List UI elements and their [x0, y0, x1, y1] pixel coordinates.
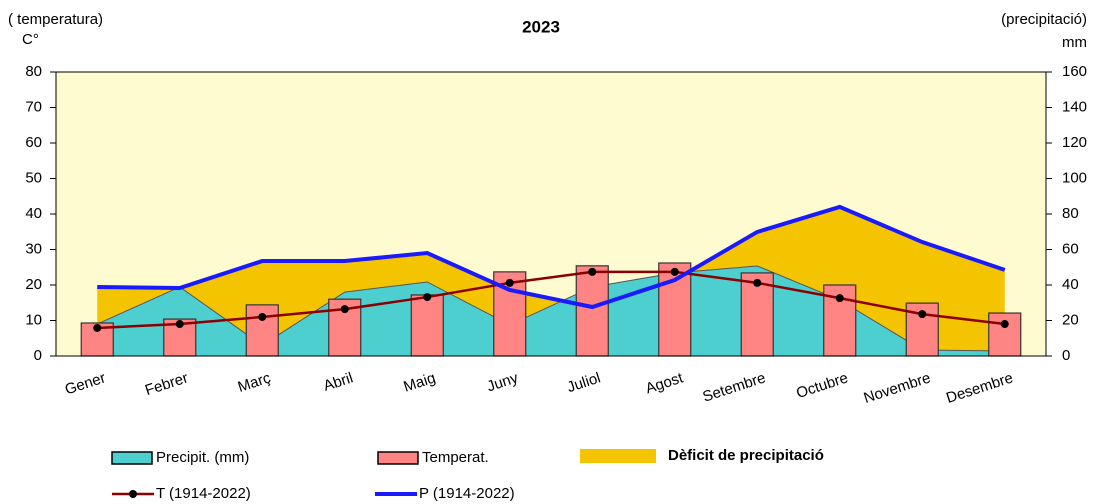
y-tick-label: 30 [25, 240, 42, 257]
y-tick-label: 80 [25, 63, 42, 80]
y-tick-label: 10 [25, 311, 42, 328]
x-tick-label: Gener [63, 369, 108, 398]
line-point [175, 320, 184, 329]
x-tick-label: Març [236, 369, 273, 396]
y2-tick-label: 80 [1062, 205, 1079, 222]
y2-tick-label: 120 [1062, 134, 1087, 151]
line-point [753, 278, 762, 287]
bar [658, 262, 692, 357]
chart-title: 2023 [522, 17, 560, 36]
x-tick-label: Febrer [143, 369, 190, 399]
legend-label: Precipit. (mm) [156, 449, 249, 466]
x-tick-label: Juny [485, 369, 521, 395]
x-tick-label: Maig [402, 369, 438, 395]
y2-tick-label: 100 [1062, 169, 1087, 186]
y2-tick-label: 40 [1062, 276, 1079, 293]
line-point [505, 278, 514, 287]
legend-swatch [129, 490, 137, 498]
y-axis-label: C° [22, 31, 39, 48]
x-tick-label: Agost [643, 369, 686, 397]
y-tick-label: 60 [25, 134, 42, 151]
bar [245, 304, 279, 357]
line-point [93, 323, 102, 332]
line-point [258, 312, 267, 321]
y-tick-label: 70 [25, 98, 42, 115]
line [97, 204, 1006, 310]
x-tick-label: Juliol [565, 369, 603, 396]
legend-swatch [580, 449, 656, 463]
legend-label: Temperat. [422, 449, 489, 466]
y2-tick-label: 140 [1062, 98, 1087, 115]
legend-swatch [377, 451, 419, 465]
line-point [588, 267, 597, 276]
line [97, 270, 1005, 330]
x-tick-label: Novembre [862, 369, 933, 407]
y-tick-label: 20 [25, 276, 42, 293]
bar [988, 312, 1022, 357]
legend-label: T (1914-2022) [156, 485, 251, 502]
x-tick-label: Setembre [701, 369, 768, 405]
x-tick-label: Octubre [794, 369, 850, 402]
y2-tick-label: 0 [1062, 347, 1070, 364]
y2-axis-label: mm [1062, 34, 1087, 51]
y-axis-label: ( temperatura) [8, 11, 103, 28]
legend-swatch [111, 451, 153, 465]
line-point [918, 310, 927, 319]
line-point [340, 305, 349, 314]
y2-tick-label: 20 [1062, 311, 1079, 328]
y-tick-label: 40 [25, 205, 42, 222]
x-tick-label: Desembre [944, 369, 1015, 407]
y-tick-label: 0 [34, 347, 42, 364]
y2-tick-label: 160 [1062, 63, 1087, 80]
legend-label: P (1914-2022) [419, 485, 515, 502]
line-point [670, 267, 679, 276]
line-point [835, 294, 844, 303]
y2-tick-label: 60 [1062, 240, 1079, 257]
y-tick-label: 50 [25, 169, 42, 186]
line-point [1000, 320, 1009, 329]
line-point [423, 293, 432, 302]
bar [410, 294, 444, 357]
bar [575, 265, 609, 357]
y2-axis-label: (precipitació) [1001, 11, 1087, 28]
x-tick-label: Abril [321, 369, 355, 394]
legend-label: Dèficit de precipitació [668, 447, 824, 464]
